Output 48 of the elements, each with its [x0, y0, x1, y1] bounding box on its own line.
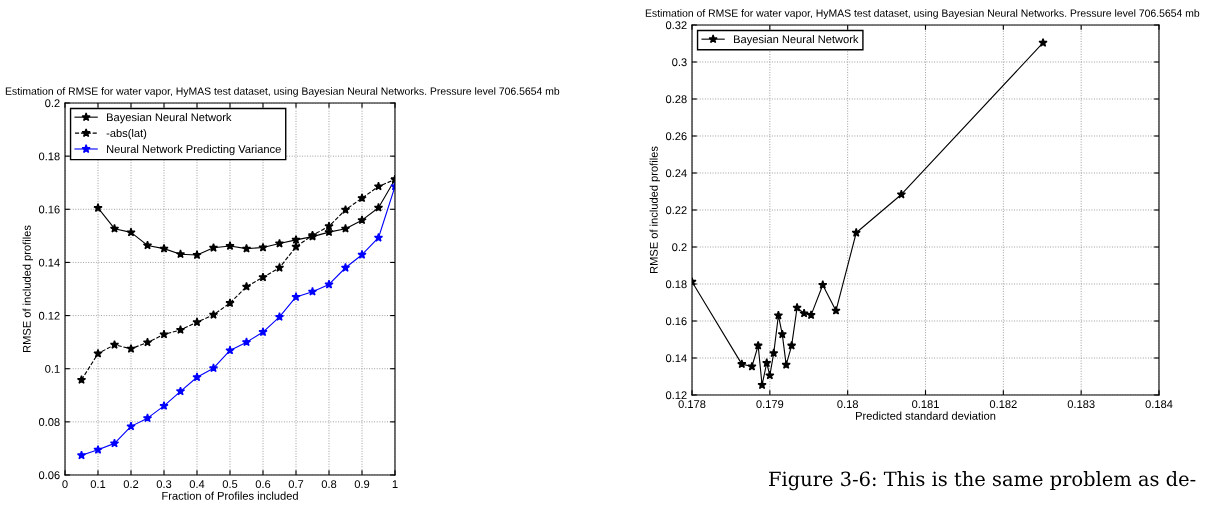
y-tick-label: 0.14 [38, 258, 60, 267]
x-tick-label: 0 [62, 480, 68, 489]
x-tick-label: 1 [392, 480, 398, 488]
y-tick-label: 0.26 [665, 132, 687, 141]
y-tick-label: 0.2 [45, 99, 60, 108]
x-tick-label: 0.7 [288, 480, 304, 489]
legend-label: Bayesian Neural Network [734, 35, 859, 46]
x-tick-label: 0.18 [837, 400, 858, 409]
y-tick-label: 0.16 [665, 317, 687, 326]
x-tick-label: 0.183 [1067, 400, 1095, 409]
y-tick-label: 0.16 [38, 205, 60, 214]
y-tick-label: 0.2 [672, 243, 687, 252]
x-tick-label: 0.179 [756, 400, 784, 409]
y-tick-label: 0.14 [665, 354, 687, 363]
x-tick-label: 0.184 [1145, 400, 1173, 409]
x-tick-label: 0.2 [123, 480, 139, 489]
y-tick-label: 0.24 [665, 169, 687, 178]
x-tick-label: 0.3 [156, 480, 172, 489]
x-tick-label: 0.8 [321, 480, 337, 489]
legend-label: -abs(lat) [106, 128, 147, 140]
x-tick-label: 0.182 [989, 400, 1017, 409]
x-axis-title: Predicted standard deviation [856, 411, 996, 420]
y-axis-title: RMSE of included profiles [649, 146, 660, 273]
x-axis-title: Fraction of Profiles included [162, 491, 298, 500]
chart-title: Estimation of RMSE for water vapor, HyMAS test dataset, using Bayesian Neural Networks. Pressure level 706.5654 mb [645, 9, 1200, 19]
y-tick-label: 0.3 [672, 58, 687, 67]
x-tick-label: 0.5 [222, 480, 238, 489]
y-tick-label: 0.28 [665, 95, 687, 104]
x-tick-label: 0.1 [90, 480, 106, 489]
y-tick-label: 0.32 [665, 21, 687, 30]
x-tick-label: 0.9 [354, 480, 370, 489]
x-tick-label: 0.4 [189, 480, 205, 489]
caption: Figure 3-6: This is the same problem as de- [769, 471, 1196, 491]
chart-title: Estimation of RMSE for water vapor, HyMAS test dataset, using Bayesian Neural Networks. Pressure level 706.5654 mb [5, 87, 560, 97]
y-tick-label: 0.1 [45, 364, 60, 373]
y-tick-label: 0.22 [665, 206, 687, 215]
y-tick-label: 0.06 [38, 471, 60, 480]
y-axis-title: RMSE of included profiles [22, 225, 33, 352]
y-tick-label: 0.12 [38, 311, 60, 320]
y-tick-label: 0.12 [665, 391, 687, 400]
x-tick-label: 0.6 [255, 480, 271, 489]
x-tick-label: 0.178 [678, 400, 706, 409]
legend-label: Neural Network Predicting Variance [107, 144, 281, 156]
legend-label: Bayesian Neural Network [107, 113, 232, 124]
y-tick-label: 0.18 [38, 152, 60, 161]
y-tick-label: 0.08 [38, 418, 60, 426]
x-tick-label: 0.181 [912, 400, 939, 409]
y-tick-label: 0.18 [665, 280, 687, 289]
